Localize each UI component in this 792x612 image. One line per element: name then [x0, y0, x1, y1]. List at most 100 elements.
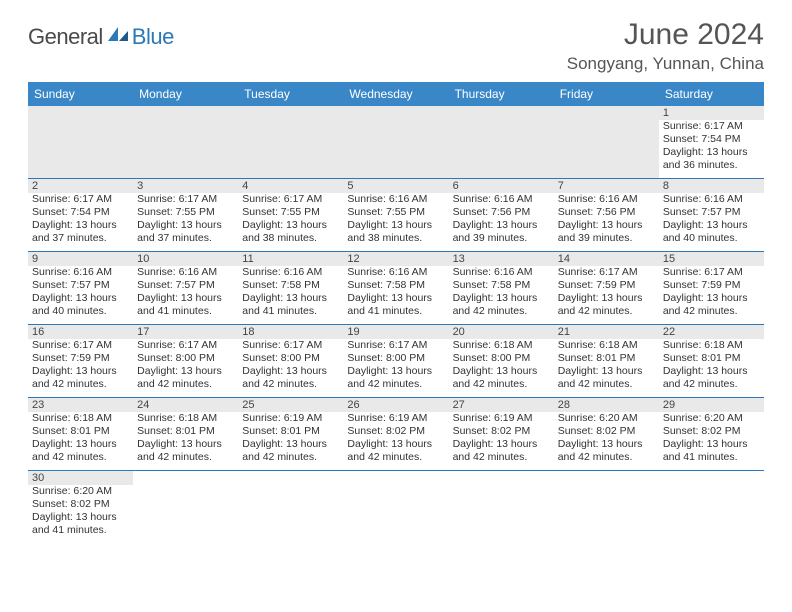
sunset-line: Sunset: 8:01 PM: [558, 352, 655, 365]
calendar-cell: 29Sunrise: 6:20 AMSunset: 8:02 PMDayligh…: [659, 398, 764, 471]
sunset-line: Sunset: 8:00 PM: [347, 352, 444, 365]
day-number: 5: [343, 179, 448, 193]
day-number: 3: [133, 179, 238, 193]
sunset-line: Sunset: 7:55 PM: [242, 206, 339, 219]
sunset-line: Sunset: 7:58 PM: [453, 279, 550, 292]
daylight-line: Daylight: 13 hours and 42 minutes.: [137, 365, 234, 391]
weekday-header: Tuesday: [238, 82, 343, 106]
calendar-cell: 19Sunrise: 6:17 AMSunset: 8:00 PMDayligh…: [343, 325, 448, 398]
day-number: 27: [449, 398, 554, 412]
calendar-cell: 1Sunrise: 6:17 AMSunset: 7:54 PMDaylight…: [659, 106, 764, 179]
calendar-cell: 12Sunrise: 6:16 AMSunset: 7:58 PMDayligh…: [343, 252, 448, 325]
calendar-cell: 13Sunrise: 6:16 AMSunset: 7:58 PMDayligh…: [449, 252, 554, 325]
calendar-cell: 14Sunrise: 6:17 AMSunset: 7:59 PMDayligh…: [554, 252, 659, 325]
day-number: 28: [554, 398, 659, 412]
sunrise-line: Sunrise: 6:18 AM: [32, 412, 129, 425]
sunrise-line: Sunrise: 6:20 AM: [32, 485, 129, 498]
sunset-line: Sunset: 8:02 PM: [663, 425, 760, 438]
day-number: 13: [449, 252, 554, 266]
sunrise-line: Sunrise: 6:19 AM: [347, 412, 444, 425]
sunrise-line: Sunrise: 6:19 AM: [242, 412, 339, 425]
day-number: 19: [343, 325, 448, 339]
day-number: 16: [28, 325, 133, 339]
sunset-line: Sunset: 7:57 PM: [663, 206, 760, 219]
calendar-empty-cell: [554, 471, 659, 544]
sunrise-line: Sunrise: 6:18 AM: [137, 412, 234, 425]
day-number: 8: [659, 179, 764, 193]
calendar-cell: 7Sunrise: 6:16 AMSunset: 7:56 PMDaylight…: [554, 179, 659, 252]
day-number: 15: [659, 252, 764, 266]
day-number: 23: [28, 398, 133, 412]
calendar-empty-cell: [133, 471, 238, 544]
daylight-line: Daylight: 13 hours and 42 minutes.: [558, 438, 655, 464]
sunrise-line: Sunrise: 6:17 AM: [663, 266, 760, 279]
sunset-line: Sunset: 8:01 PM: [137, 425, 234, 438]
day-number: 7: [554, 179, 659, 193]
daylight-line: Daylight: 13 hours and 40 minutes.: [663, 219, 760, 245]
day-number: 29: [659, 398, 764, 412]
day-number: 30: [28, 471, 133, 485]
sunrise-line: Sunrise: 6:19 AM: [453, 412, 550, 425]
daylight-line: Daylight: 13 hours and 36 minutes.: [663, 146, 760, 172]
daylight-line: Daylight: 13 hours and 42 minutes.: [453, 438, 550, 464]
daylight-line: Daylight: 13 hours and 41 minutes.: [347, 292, 444, 318]
calendar-cell: 26Sunrise: 6:19 AMSunset: 8:02 PMDayligh…: [343, 398, 448, 471]
header: General Blue June 2024 Songyang, Yunnan,…: [28, 18, 764, 74]
sunset-line: Sunset: 7:58 PM: [242, 279, 339, 292]
location-text: Songyang, Yunnan, China: [567, 54, 764, 74]
sunrise-line: Sunrise: 6:18 AM: [663, 339, 760, 352]
day-number: 20: [449, 325, 554, 339]
day-number: 2: [28, 179, 133, 193]
calendar-cell: 17Sunrise: 6:17 AMSunset: 8:00 PMDayligh…: [133, 325, 238, 398]
calendar-empty-cell: [449, 471, 554, 544]
daylight-line: Daylight: 13 hours and 40 minutes.: [32, 292, 129, 318]
sunrise-line: Sunrise: 6:17 AM: [558, 266, 655, 279]
sunrise-line: Sunrise: 6:16 AM: [347, 193, 444, 206]
calendar-empty-cell: [343, 106, 448, 179]
calendar-cell: 15Sunrise: 6:17 AMSunset: 7:59 PMDayligh…: [659, 252, 764, 325]
sunrise-line: Sunrise: 6:16 AM: [453, 266, 550, 279]
calendar-cell: 9Sunrise: 6:16 AMSunset: 7:57 PMDaylight…: [28, 252, 133, 325]
daylight-line: Daylight: 13 hours and 42 minutes.: [347, 365, 444, 391]
weekday-header: Monday: [133, 82, 238, 106]
daylight-line: Daylight: 13 hours and 42 minutes.: [242, 365, 339, 391]
calendar-cell: 20Sunrise: 6:18 AMSunset: 8:00 PMDayligh…: [449, 325, 554, 398]
daylight-line: Daylight: 13 hours and 42 minutes.: [137, 438, 234, 464]
calendar-row: 1Sunrise: 6:17 AMSunset: 7:54 PMDaylight…: [28, 106, 764, 179]
calendar-cell: 24Sunrise: 6:18 AMSunset: 8:01 PMDayligh…: [133, 398, 238, 471]
sunset-line: Sunset: 7:59 PM: [32, 352, 129, 365]
daylight-line: Daylight: 13 hours and 41 minutes.: [32, 511, 129, 537]
sunset-line: Sunset: 8:00 PM: [453, 352, 550, 365]
sunrise-line: Sunrise: 6:16 AM: [663, 193, 760, 206]
calendar-row: 2Sunrise: 6:17 AMSunset: 7:54 PMDaylight…: [28, 179, 764, 252]
weekday-header: Friday: [554, 82, 659, 106]
calendar-cell: 30Sunrise: 6:20 AMSunset: 8:02 PMDayligh…: [28, 471, 133, 544]
daylight-line: Daylight: 13 hours and 41 minutes.: [663, 438, 760, 464]
calendar-row: 16Sunrise: 6:17 AMSunset: 7:59 PMDayligh…: [28, 325, 764, 398]
calendar-empty-cell: [238, 471, 343, 544]
sunset-line: Sunset: 7:54 PM: [663, 133, 760, 146]
day-number: 14: [554, 252, 659, 266]
calendar-row: 23Sunrise: 6:18 AMSunset: 8:01 PMDayligh…: [28, 398, 764, 471]
daylight-line: Daylight: 13 hours and 42 minutes.: [347, 438, 444, 464]
calendar-cell: 27Sunrise: 6:19 AMSunset: 8:02 PMDayligh…: [449, 398, 554, 471]
sunset-line: Sunset: 7:59 PM: [558, 279, 655, 292]
day-number: 17: [133, 325, 238, 339]
daylight-line: Daylight: 13 hours and 41 minutes.: [137, 292, 234, 318]
logo: General Blue: [28, 24, 174, 50]
day-number: 26: [343, 398, 448, 412]
daylight-line: Daylight: 13 hours and 39 minutes.: [453, 219, 550, 245]
sunset-line: Sunset: 8:01 PM: [663, 352, 760, 365]
sunset-line: Sunset: 8:02 PM: [347, 425, 444, 438]
weekday-header: Sunday: [28, 82, 133, 106]
sunset-line: Sunset: 8:00 PM: [242, 352, 339, 365]
logo-text-blue: Blue: [132, 24, 174, 50]
calendar-cell: 4Sunrise: 6:17 AMSunset: 7:55 PMDaylight…: [238, 179, 343, 252]
weekday-header: Wednesday: [343, 82, 448, 106]
calendar-empty-cell: [343, 471, 448, 544]
sunrise-line: Sunrise: 6:17 AM: [663, 120, 760, 133]
day-number: 25: [238, 398, 343, 412]
sunrise-line: Sunrise: 6:17 AM: [242, 193, 339, 206]
calendar-empty-cell: [659, 471, 764, 544]
sunset-line: Sunset: 8:00 PM: [137, 352, 234, 365]
